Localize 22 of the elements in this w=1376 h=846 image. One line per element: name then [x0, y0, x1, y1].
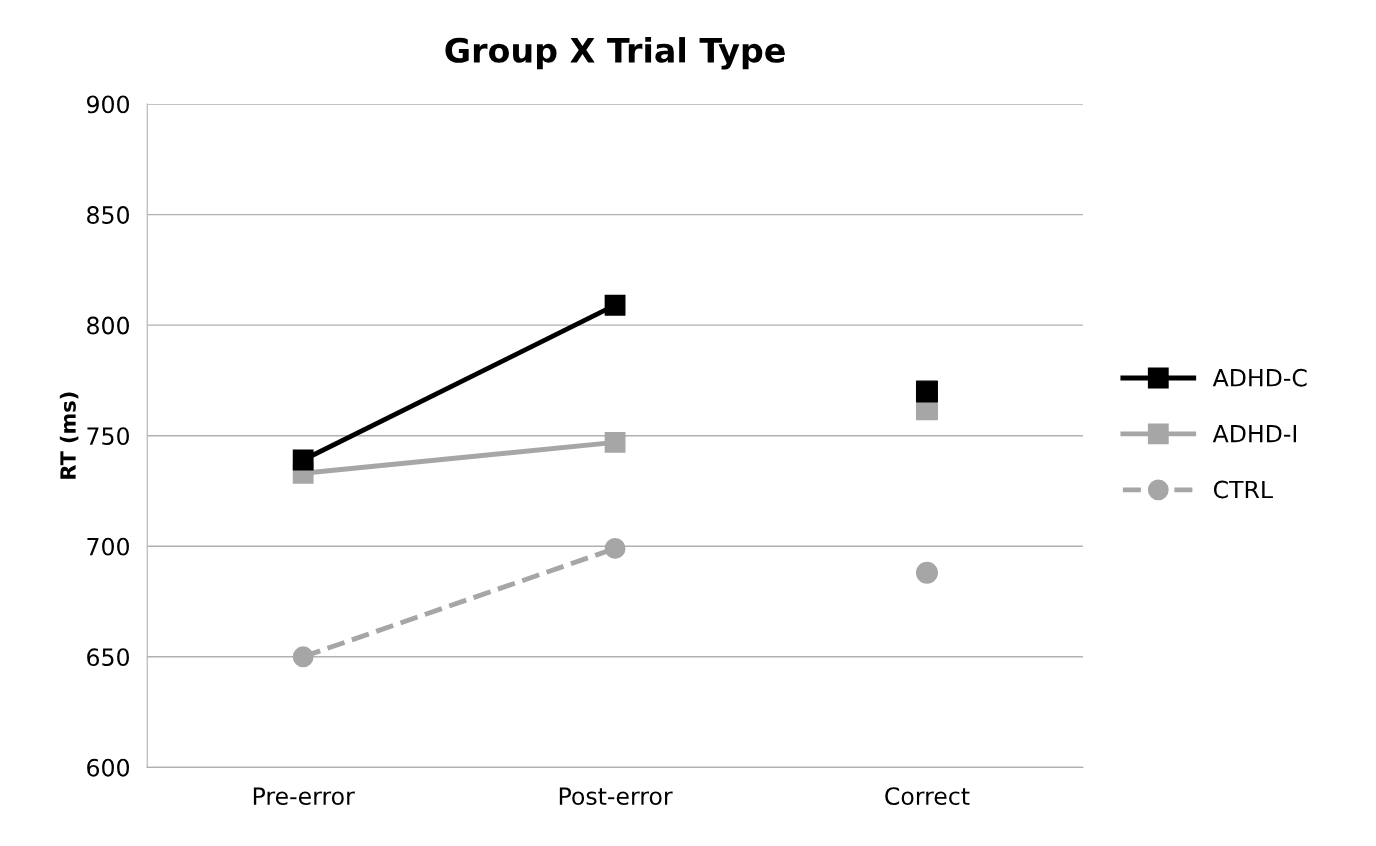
point	[604, 538, 626, 559]
legend-label: CTRL	[1213, 480, 1273, 499]
point	[292, 449, 314, 471]
chart-title: Group X Trial Type	[445, 37, 785, 70]
point	[604, 294, 626, 316]
y-tick-label: 650	[87, 648, 129, 667]
x-tick-label: Pre-error	[253, 787, 355, 806]
y-tick-label: 600	[87, 758, 129, 777]
y-axis-title: RT (ms)	[59, 392, 79, 479]
y-tick-label: 850	[87, 206, 129, 224]
point	[292, 646, 314, 668]
y-tick-label: 800	[87, 316, 129, 335]
point	[915, 380, 938, 403]
y-tick-label: 700	[87, 537, 129, 556]
legend-label: ADHD-C	[1212, 368, 1307, 387]
y-tick-label: 750	[87, 427, 129, 445]
legend-label: ADHD-I	[1212, 424, 1297, 443]
y-tick-label: 900	[86, 95, 129, 114]
x-tick-label: Correct	[885, 787, 970, 806]
x-tick-label: Post-error	[559, 787, 673, 806]
point	[915, 561, 938, 584]
point	[604, 431, 626, 453]
